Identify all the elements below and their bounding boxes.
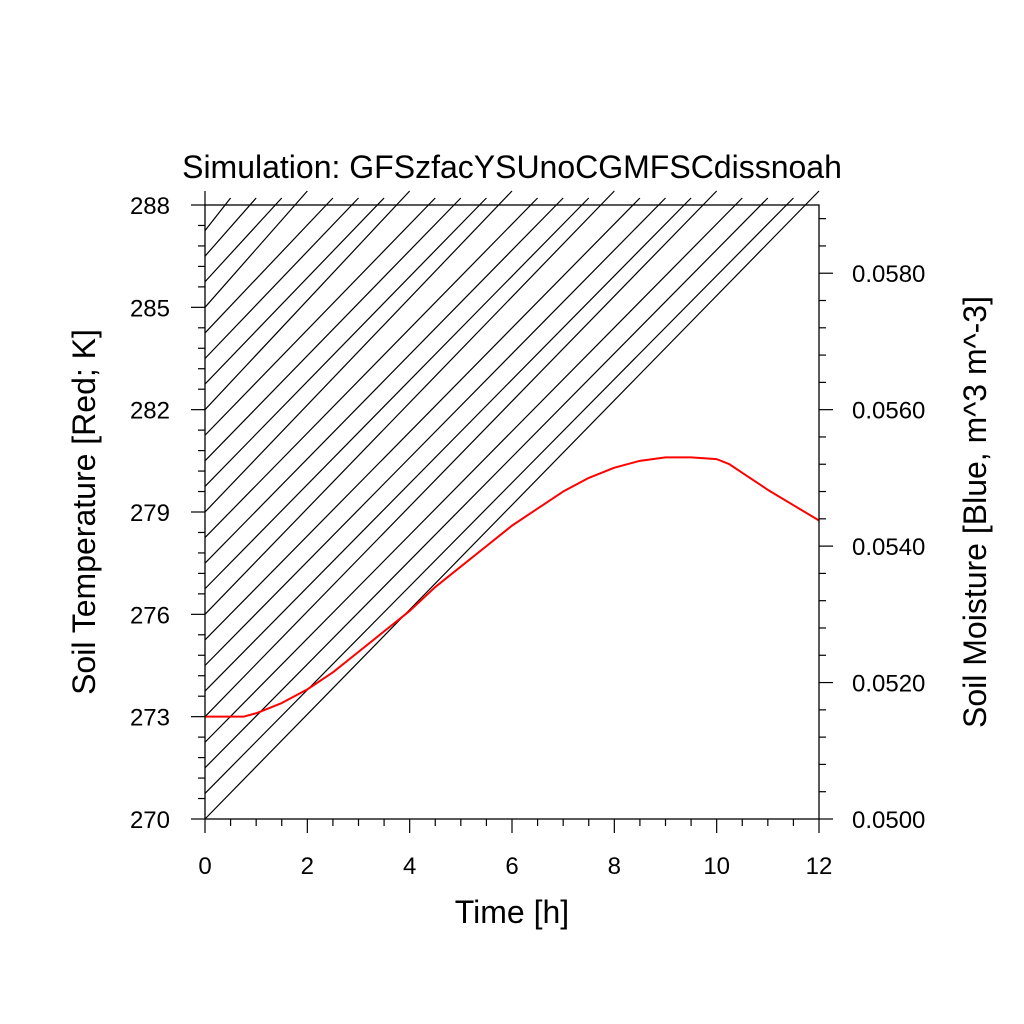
y-tick-label: 282 [130,398,170,425]
198 [204,197,641,641]
198 [204,197,590,590]
tick-labels: 0 2 4 6 8 10 12 270 273 276 279 282 285 288 0.0500 0.05… [130,193,925,880]
198 [204,197,564,564]
x-tick-label: 4 [403,853,416,880]
y-axis-title: Soil Temperature [Red; K] [66,329,102,695]
y-tick-label: 273 [130,705,170,732]
x-tick-label: 10 [703,853,730,880]
x-axis-title: Time [h] [455,894,569,930]
y-tick-label: 270 [130,807,170,834]
191 [204,190,308,308]
198 [204,197,334,334]
198 [204,197,359,359]
198 [204,197,487,487]
y-tick-label: 285 [130,295,170,322]
plot-frame [204,204,820,820]
y2-axis-title: Soil Moisture [Blue, m^3 m^-3] [957,296,993,728]
198 [204,197,436,436]
191 [204,190,615,615]
series-layer [205,456,820,718]
y2-tick-label: 0.0540 [852,534,925,561]
198 [204,197,283,283]
chart-title: Simulation: GFSzfacYSUnoCGMFSCdissnoah [182,149,842,185]
198 [204,197,385,385]
191 [204,190,820,820]
191 [204,190,411,411]
198 [204,197,743,743]
198 [204,197,462,462]
198 [204,197,692,692]
x-tick-label: 8 [608,853,621,880]
198 [204,197,769,769]
x-tick-label: 2 [301,853,314,880]
y2-tick-label: 0.0580 [852,261,925,288]
y-tick-label: 279 [130,500,170,527]
y-tick-label: 276 [130,602,170,629]
x-tick-label: 12 [806,853,833,880]
ticks [191,190,833,833]
y2-tick-label: 0.0520 [852,671,925,698]
198 [204,197,794,794]
198 [204,197,257,257]
191 [204,190,718,718]
198 [204,197,539,539]
y-tick-label: 288 [130,193,170,220]
198 [204,197,232,231]
198 [204,197,666,666]
x-tick-label: 6 [505,853,518,880]
x-tick-label: 0 [198,853,211,880]
series-line-soil-temperature [205,456,820,718]
191 [204,190,513,513]
y2-tick-label: 0.0500 [852,807,925,834]
y2-tick-label: 0.0560 [852,398,925,425]
